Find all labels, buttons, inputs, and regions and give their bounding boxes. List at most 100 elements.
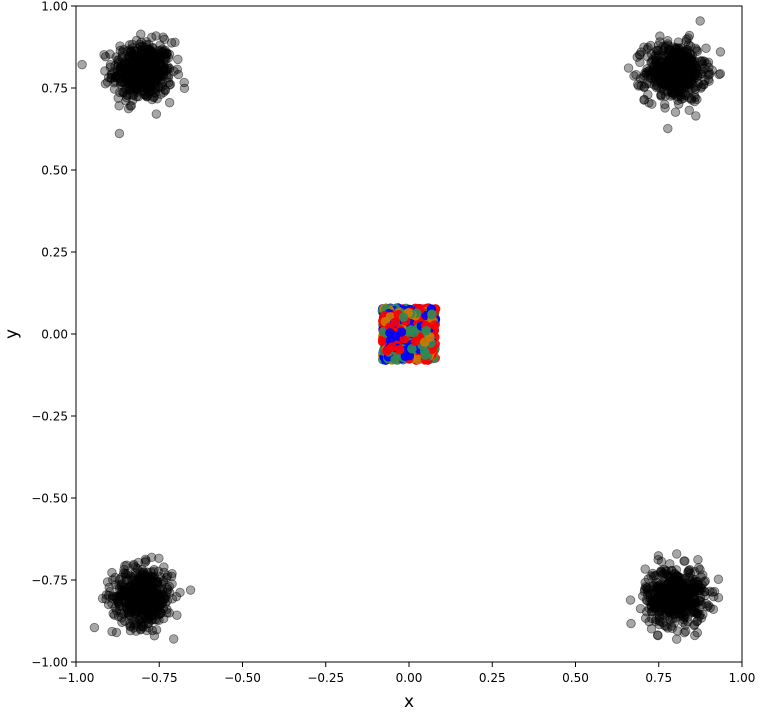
cluster-point [676,63,687,73]
cluster-point [672,605,683,615]
cluster-point [155,599,166,609]
center-square-point [409,328,419,338]
center-square-point [398,312,409,322]
cluster-point [159,567,169,578]
cluster-point [660,575,670,585]
cluster-point [701,43,711,53]
cluster-point [671,565,682,575]
cluster-point [164,97,175,108]
cluster-point [626,618,636,629]
x-tick-label: −0.25 [307,671,344,685]
center-square-point [420,337,430,347]
cluster-point [672,634,682,644]
data-points [77,16,726,644]
cluster-point [113,55,124,66]
cluster-point [146,611,156,621]
cluster-point [643,89,653,100]
cluster-point [170,37,180,48]
cluster-point [681,52,691,62]
cluster-point [646,597,657,607]
cluster-point [672,549,682,559]
cluster-point [165,79,176,90]
cluster-point [652,45,662,56]
cluster-point [714,69,724,80]
cluster-point [131,626,141,636]
cluster-point [661,621,671,632]
cluster-point [114,101,124,111]
cluster-point [700,587,710,597]
cluster-point [150,88,161,98]
cluster-point [114,600,125,611]
cluster-point [146,66,156,77]
center-square-point [385,328,395,338]
x-tick-label: 0.25 [479,671,506,685]
cluster-point [105,49,115,59]
cluster-point [675,579,685,590]
cluster-point [133,91,144,102]
cluster-point [156,588,167,599]
x-tick-label: −0.75 [141,671,178,685]
cluster-point [645,73,656,83]
cluster-point [705,69,715,79]
cluster-point [687,78,698,89]
cluster-point [106,70,117,80]
cluster-point [659,99,670,109]
cluster-point [684,105,694,116]
cluster-point [185,585,196,595]
cluster-point [127,60,137,70]
cluster-point [693,554,703,565]
cluster-point [647,99,657,109]
cluster-point [635,57,645,68]
cluster-point [121,68,132,78]
cluster-point [688,68,699,79]
cluster-point [179,83,190,94]
cluster-point [715,47,726,57]
cluster-point [684,93,695,103]
cluster-point [149,58,159,69]
cluster-point [107,567,117,578]
cluster-point [141,37,151,47]
cluster-point [122,90,132,101]
cluster-point [114,128,125,139]
cluster-point [152,94,162,104]
cluster-point [656,90,666,100]
cluster-point [164,70,174,80]
cluster-point [156,89,166,99]
cluster-point [175,587,185,598]
center-square-point [421,326,431,336]
cluster-point [659,85,669,96]
cluster-point [661,565,671,576]
cluster-point [123,104,134,114]
center-square-point [394,345,405,355]
cluster-point [151,109,162,119]
cluster-point [678,589,688,600]
cluster-point [684,565,694,576]
cluster-point [159,63,170,74]
cluster-point [684,30,695,41]
cluster-point [163,53,174,63]
cluster-point [649,588,660,598]
center-square-point [427,309,437,320]
cluster-point [667,50,678,60]
y-tick-label: −1.00 [31,656,68,670]
cluster-point [643,574,653,584]
cluster-point [111,627,122,638]
center-square-point [396,327,407,337]
cluster-point [668,42,679,52]
x-tick-label: −0.50 [224,671,261,685]
cluster-point [690,60,700,70]
cluster-point [699,80,709,90]
cluster-point [77,59,87,70]
cluster-point [670,107,681,117]
y-tick-label: −0.75 [31,574,68,588]
x-tick-label: 0.00 [396,671,423,685]
cluster-point [164,608,175,618]
cluster-point [692,94,702,105]
cluster-point [173,54,183,65]
y-axis-label: y [2,329,22,339]
cluster-point [117,617,127,627]
x-axis-label: x [404,692,414,712]
cluster-point [635,603,646,614]
cluster-point [633,81,644,91]
